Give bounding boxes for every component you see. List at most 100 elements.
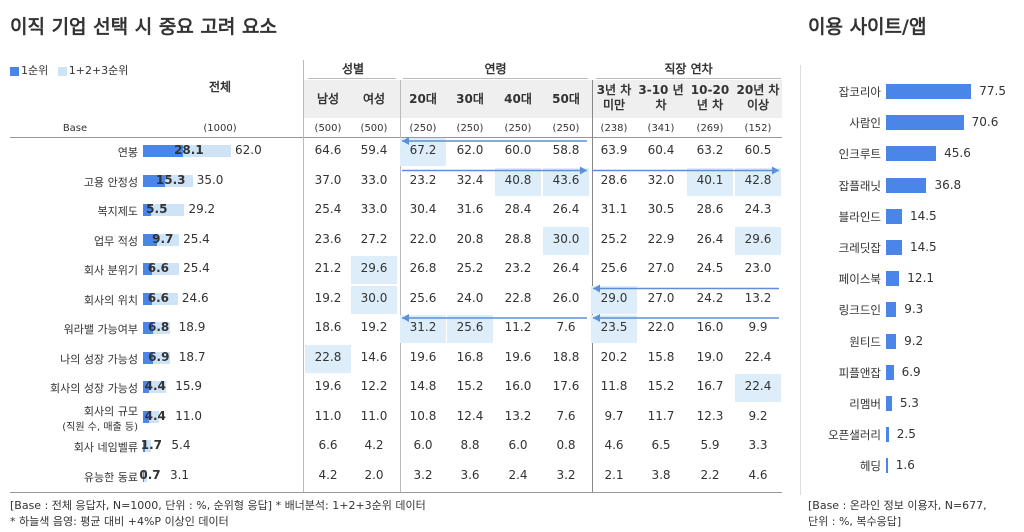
table-cell: 37.0 bbox=[314, 172, 342, 187]
table-cell: 30.4 bbox=[409, 202, 437, 216]
legend-top3-swatch bbox=[57, 66, 67, 76]
legend: 1순위 1+2+3순위 bbox=[10, 62, 128, 78]
site-label: 크레딧잡 bbox=[838, 241, 881, 255]
table-cell: 30.5 bbox=[647, 202, 675, 216]
highlight-cell bbox=[687, 167, 733, 196]
value-first: 6.6 bbox=[147, 261, 169, 275]
table-cell: 3.2 bbox=[413, 467, 433, 482]
table-cell: 31.6 bbox=[456, 202, 484, 216]
site-value: 70.6 bbox=[971, 115, 999, 130]
table-cell: 11.2 bbox=[504, 320, 532, 334]
bar-first bbox=[143, 322, 153, 334]
site-value: 9.2 bbox=[904, 333, 924, 348]
table-cell: 13.2 bbox=[504, 408, 532, 423]
table-cell: 28.4 bbox=[504, 202, 532, 216]
value-top3: 11.0 bbox=[175, 408, 202, 423]
base-label: Base bbox=[62, 123, 88, 134]
highlight-cell bbox=[543, 226, 589, 255]
table-cell: 23.6 bbox=[314, 231, 342, 246]
site-value: 14.5 bbox=[909, 208, 937, 223]
bar-first bbox=[143, 263, 153, 275]
table-cell: 25.6 bbox=[409, 290, 437, 305]
value-first: 6.6 bbox=[147, 290, 169, 305]
site-value: 45.6 bbox=[944, 146, 971, 161]
category-label: 회사 네임벨류 bbox=[73, 441, 138, 454]
site-value: 6.9 bbox=[901, 364, 921, 379]
table-cell: 2.2 bbox=[700, 467, 720, 482]
site-value: 9.3 bbox=[904, 302, 924, 317]
table-cell: 8.8 bbox=[460, 438, 480, 452]
value-top3: 29.2 bbox=[188, 202, 216, 216]
bar-first bbox=[143, 410, 150, 423]
table-cell: 25.6 bbox=[456, 320, 484, 334]
bar-first bbox=[143, 469, 144, 482]
category-label: 회사 분위기 bbox=[83, 264, 138, 277]
base-value: (250) bbox=[456, 123, 484, 134]
table-cell: 40.1 bbox=[696, 172, 724, 187]
highlight-cell bbox=[351, 256, 397, 284]
site-value: 77.5 bbox=[979, 84, 1006, 98]
table-cell: 22.9 bbox=[647, 231, 675, 246]
value-top3: 35.0 bbox=[196, 172, 224, 187]
site-label: 인크루트 bbox=[838, 147, 881, 162]
bar-first bbox=[143, 381, 150, 393]
highlight-cell bbox=[495, 167, 541, 196]
site-bar bbox=[886, 208, 902, 224]
site-bar bbox=[886, 146, 937, 162]
table-cell: 60.4 bbox=[647, 143, 675, 157]
table-cell: 3.6 bbox=[460, 467, 480, 482]
table-cell: 22.4 bbox=[744, 379, 772, 393]
table-cell: 22.4 bbox=[744, 349, 772, 364]
table-cell: 18.8 bbox=[552, 349, 580, 364]
bar-first bbox=[143, 204, 151, 216]
site-value: 2.5 bbox=[896, 427, 916, 442]
category-label: 유능한 동료 bbox=[83, 470, 138, 484]
site-label: 오픈샐러리 bbox=[828, 428, 881, 443]
table-cell: 11.0 bbox=[360, 408, 388, 423]
table-cell: 19.6 bbox=[409, 349, 437, 364]
base-value: (250) bbox=[504, 123, 532, 134]
table-cell: 63.9 bbox=[600, 143, 628, 157]
site-value: 14.5 bbox=[909, 240, 937, 254]
column-header: 남성 bbox=[316, 92, 340, 106]
table-cell: 16.0 bbox=[504, 379, 532, 393]
table-cell: 28.8 bbox=[504, 231, 532, 246]
table-cell: 26.0 bbox=[552, 290, 580, 305]
table-cell: 60.5 bbox=[744, 143, 772, 157]
note-right-base: [Base : 온라인 정보 이용자, N=677, bbox=[808, 499, 987, 512]
table-cell: 28.6 bbox=[600, 172, 628, 187]
table-cell: 5.9 bbox=[700, 438, 720, 452]
bar-first bbox=[143, 174, 165, 187]
table-cell: 25.2 bbox=[600, 231, 628, 246]
header-gender: 성별 bbox=[341, 62, 365, 76]
bar-first bbox=[143, 145, 183, 157]
page-title: 이직 기업 선택 시 중요 고려 요소 bbox=[10, 16, 277, 38]
trend-arrow-head bbox=[402, 314, 409, 322]
highlight-cell bbox=[305, 344, 351, 373]
table-cell: 62.0 bbox=[456, 143, 484, 157]
site-label: 원티드 bbox=[849, 334, 881, 349]
table-cell: 64.6 bbox=[314, 143, 342, 157]
table-cell: 24.5 bbox=[696, 261, 724, 275]
subheader-band bbox=[304, 80, 782, 118]
table-cell: 19.6 bbox=[504, 349, 532, 364]
table-cell: 31.1 bbox=[600, 202, 628, 216]
table-cell: 33.0 bbox=[360, 172, 388, 187]
value-top3: 62.0 bbox=[235, 143, 262, 157]
side-title: 이용 사이트/앱 bbox=[808, 16, 927, 38]
table-cell: 6.0 bbox=[413, 438, 433, 452]
trend-arrow-head bbox=[593, 284, 600, 293]
table-cell: 3.8 bbox=[651, 467, 671, 482]
category-label: 업무 적성 bbox=[94, 234, 138, 248]
base-value: (341) bbox=[647, 123, 675, 134]
table-cell: 4.6 bbox=[604, 438, 624, 452]
table-cell: 15.2 bbox=[647, 379, 675, 393]
category-label: 나의 성장 가능성 bbox=[60, 352, 138, 366]
note-highlight: * 하늘색 음영: 평균 대비 +4%P 이상인 데이터 bbox=[10, 515, 229, 528]
trend-arrow-head bbox=[772, 166, 779, 175]
site-bar bbox=[886, 396, 892, 411]
bar-first bbox=[143, 292, 153, 305]
table-cell: 2.4 bbox=[508, 467, 528, 482]
table-cell: 42.8 bbox=[744, 172, 772, 187]
table-cell: 24.3 bbox=[744, 202, 772, 216]
